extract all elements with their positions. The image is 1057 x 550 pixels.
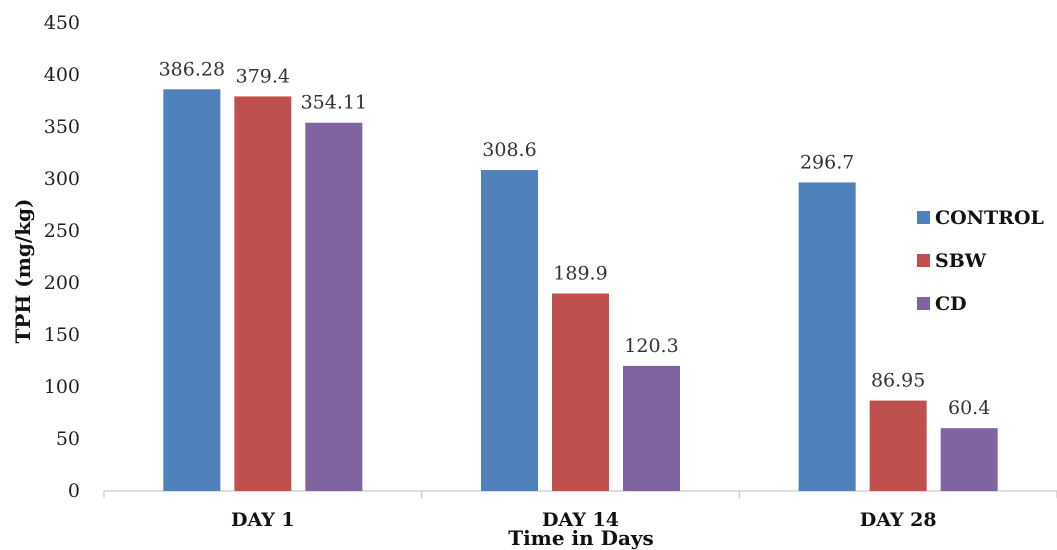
data-label: 354.11 (301, 92, 367, 114)
legend-swatch (917, 254, 930, 267)
y-tick-label: 250 (44, 220, 80, 242)
bar-control (481, 170, 538, 491)
legend-label: CONTROL (935, 207, 1044, 229)
y-tick-label: 150 (44, 324, 80, 346)
data-label: 379.4 (236, 65, 290, 87)
data-label: 60.4 (948, 397, 990, 419)
y-tick-label: 350 (44, 116, 80, 138)
category-label: DAY 28 (860, 509, 937, 531)
data-label: 296.7 (800, 151, 854, 173)
data-label: 386.28 (159, 58, 225, 80)
bar-sbw (234, 96, 291, 491)
y-axis-ticks: 0 50 100 150 200 250 300 350 400 450 (44, 12, 80, 502)
data-label: 86.95 (871, 370, 925, 392)
bar-control (163, 89, 220, 491)
data-label: 120.3 (624, 335, 678, 357)
legend-label: SBW (935, 250, 987, 272)
y-tick-label: 50 (56, 428, 80, 450)
y-tick-label: 450 (44, 12, 80, 34)
x-axis-title: Time in Days (508, 526, 654, 550)
y-tick-label: 300 (44, 168, 80, 190)
legend-swatch (917, 211, 930, 224)
bar-cd (941, 428, 998, 491)
bar-cd (305, 123, 362, 491)
category-label: DAY 1 (231, 509, 295, 531)
bar-sbw (552, 294, 609, 491)
y-axis-title: TPH (mg/kg) (11, 199, 35, 344)
data-label: 189.9 (553, 263, 607, 285)
y-tick-label: 100 (44, 376, 80, 398)
legend-swatch (917, 297, 930, 310)
bar-sbw (870, 401, 927, 491)
legend: CONTROL SBW CD (917, 207, 1044, 315)
legend-label: CD (935, 293, 967, 315)
x-axis-tick-marks (104, 491, 1057, 498)
data-label: 308.6 (482, 139, 536, 161)
bar-control (799, 182, 856, 491)
y-tick-label: 400 (44, 64, 80, 86)
y-tick-label: 0 (68, 480, 80, 502)
y-tick-label: 200 (44, 272, 80, 294)
bars (163, 89, 997, 491)
bar-cd (623, 366, 680, 491)
